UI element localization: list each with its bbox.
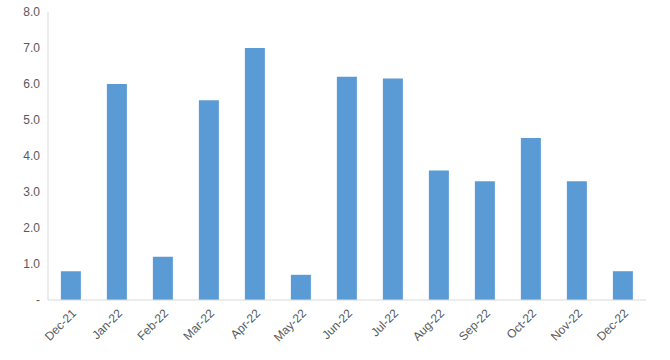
svg-text:3.0: 3.0 [23,185,40,199]
svg-text:Oct-22: Oct-22 [504,306,540,342]
svg-text:7.0: 7.0 [23,41,40,55]
svg-text:May-22: May-22 [271,306,309,344]
svg-text:8.0: 8.0 [23,5,40,19]
svg-text:-: - [36,293,40,307]
svg-text:Jan-22: Jan-22 [89,306,125,342]
svg-text:Aug-22: Aug-22 [410,306,447,343]
svg-text:Sep-22: Sep-22 [456,306,493,343]
svg-text:Dec-22: Dec-22 [594,306,631,343]
svg-text:4.0: 4.0 [23,149,40,163]
svg-text:5.0: 5.0 [23,113,40,127]
svg-text:6.0: 6.0 [23,77,40,91]
svg-text:Apr-22: Apr-22 [228,306,264,342]
svg-text:Mar-22: Mar-22 [180,306,217,343]
svg-text:Dec-21: Dec-21 [42,306,79,343]
svg-text:Nov-22: Nov-22 [548,306,585,343]
svg-text:Jun-22: Jun-22 [319,306,355,342]
svg-text:Jul-22: Jul-22 [368,306,401,339]
svg-text:Feb-22: Feb-22 [134,306,171,343]
svg-text:2.0: 2.0 [23,221,40,235]
svg-text:1.0: 1.0 [23,257,40,271]
